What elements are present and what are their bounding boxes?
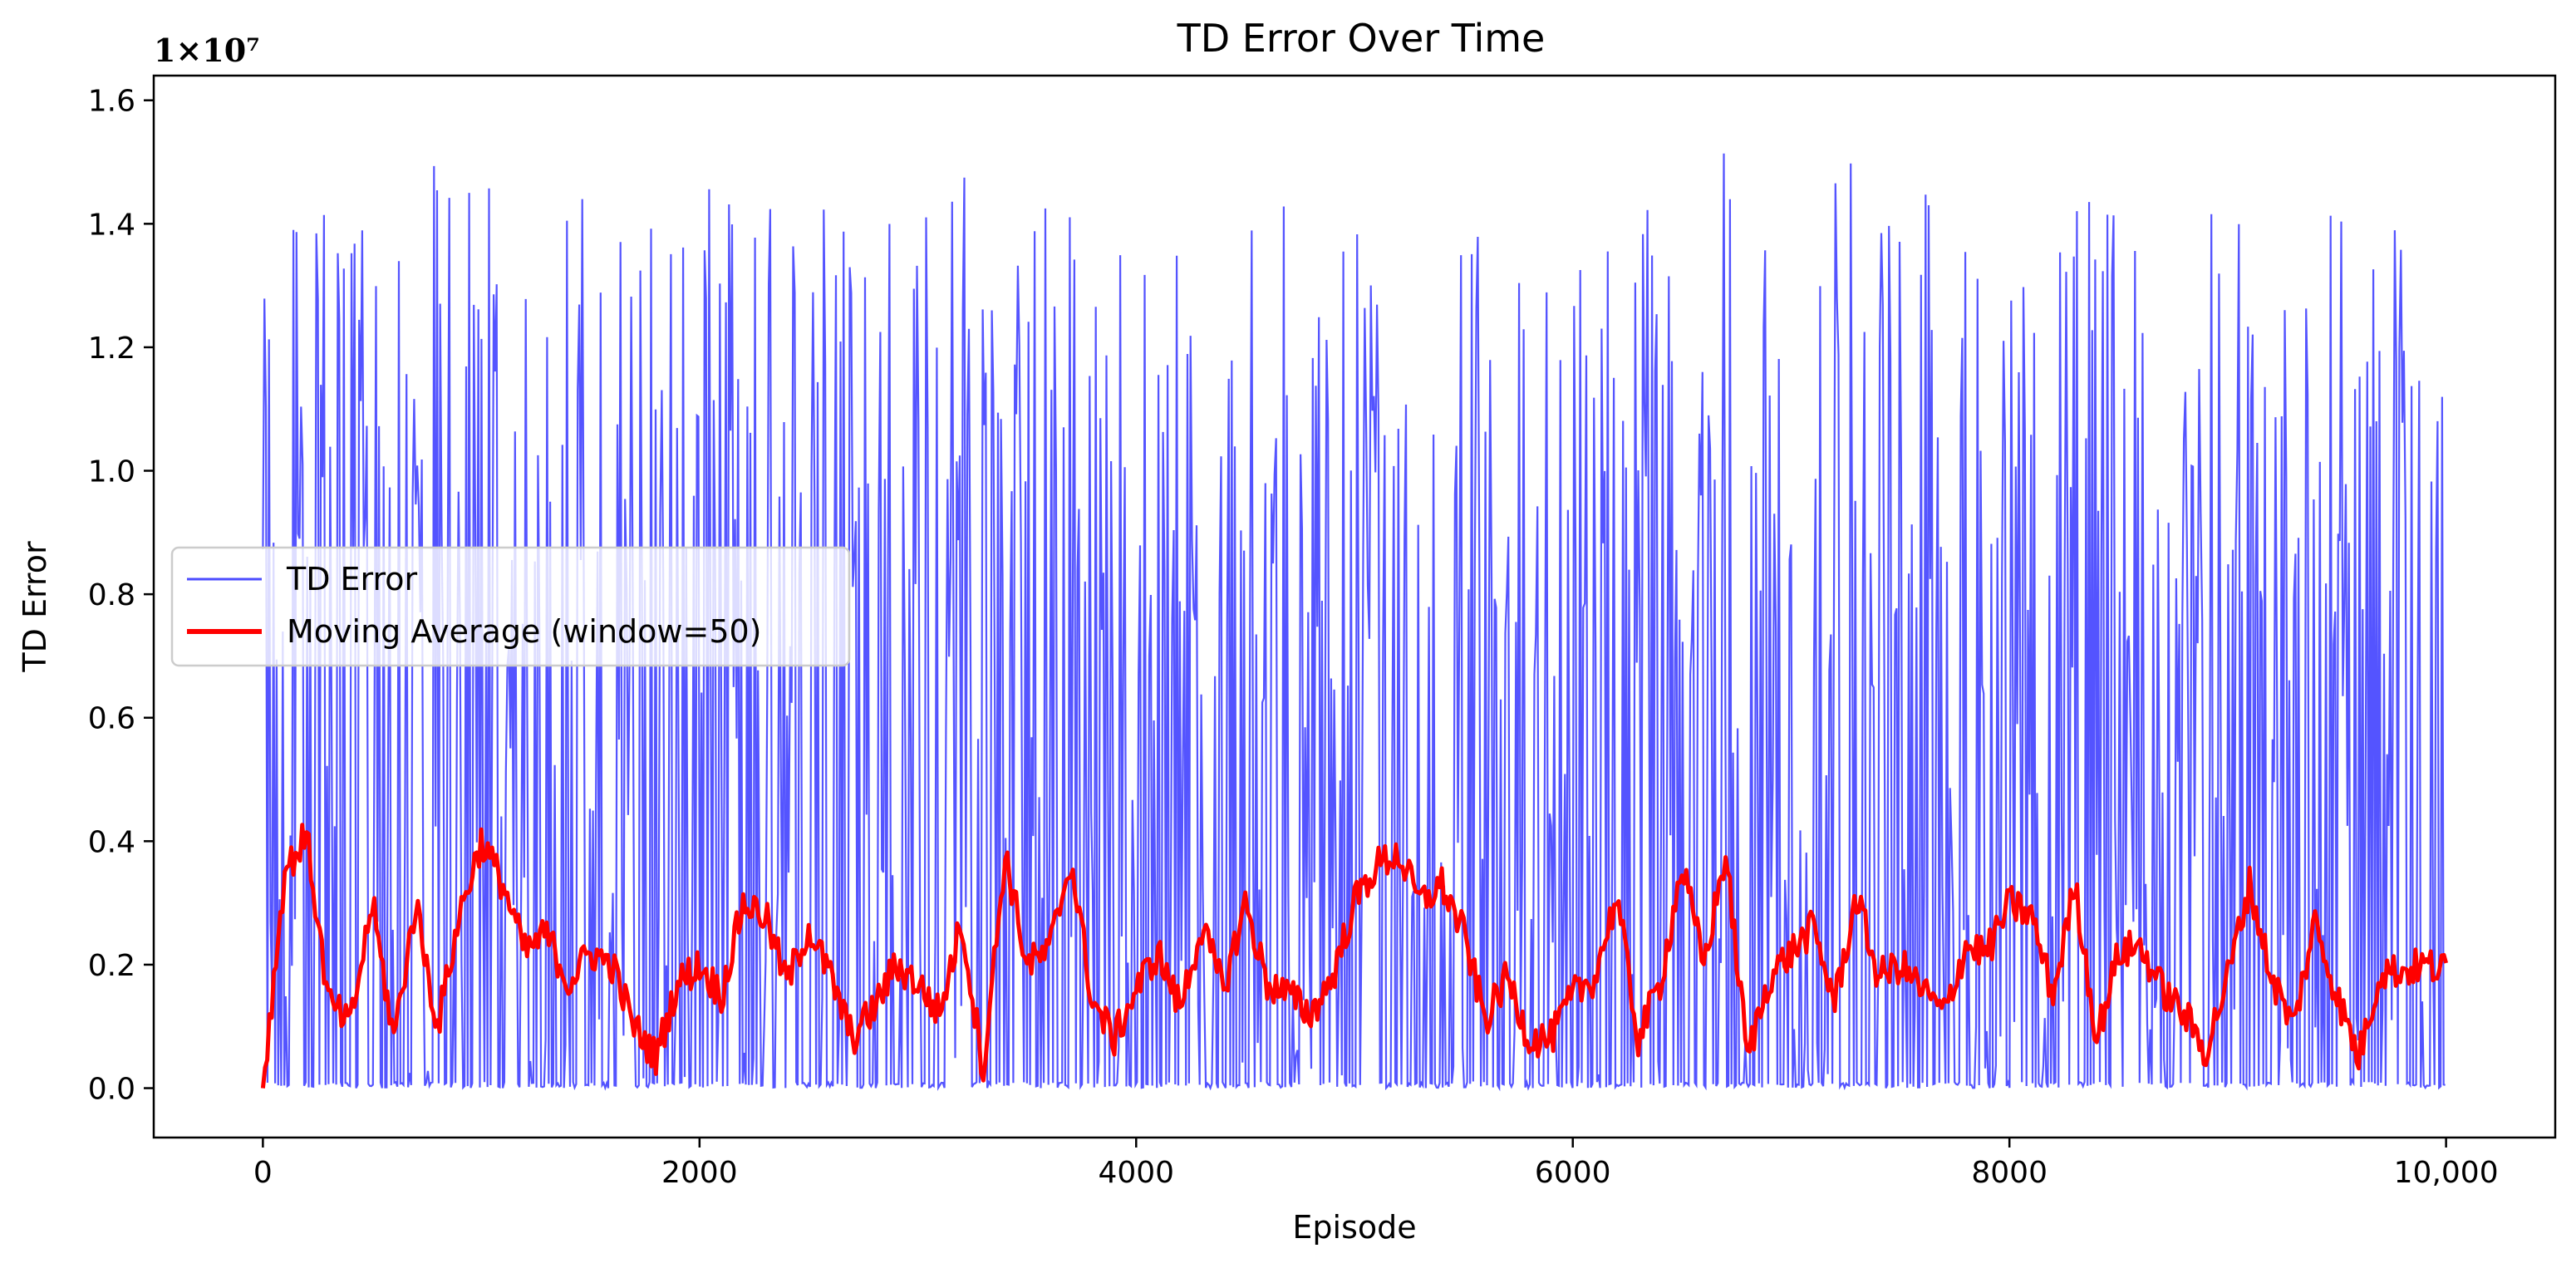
y-tick-label: 0.8 [88, 578, 135, 612]
legend-label-td-error: TD Error [286, 561, 418, 597]
x-axis-title: Episode [1292, 1209, 1416, 1246]
y-tick-label: 0.0 [88, 1073, 135, 1107]
x-tick-label: 2000 [661, 1156, 738, 1190]
y-tick-label: 1.4 [88, 208, 135, 242]
y-tick-label: 0.4 [88, 825, 135, 859]
legend-box [170, 546, 851, 667]
legend-label-moving-average: Moving Average (window=50) [287, 613, 762, 650]
x-tick-label: 6000 [1535, 1156, 1611, 1190]
y-tick-label: 1.2 [88, 332, 135, 366]
x-tick-label: 4000 [1098, 1156, 1174, 1190]
x-tick-label: 10,000 [2394, 1156, 2499, 1190]
x-tick-label: 8000 [1971, 1156, 2048, 1190]
y-axis: 0.0 0.2 0.4 0.6 0.8 1.0 1.2 1.4 1.6 [88, 85, 154, 1107]
legend: TD Error Moving Average (window=50) [170, 546, 851, 667]
series-line-moving-average [260, 823, 2449, 1089]
y-tick-label: 0.2 [88, 949, 135, 983]
chart-title: TD Error Over Time [1177, 16, 1546, 61]
y-tick-label: 1.0 [88, 455, 135, 489]
y-offset-label: 1×10⁷ [154, 32, 260, 69]
plot-frame [152, 74, 2557, 1139]
y-axis-title: TD Error [17, 541, 53, 673]
y-tick-label: 1.6 [88, 85, 135, 119]
x-tick-label: 0 [253, 1156, 273, 1190]
y-tick-label: 0.6 [88, 702, 135, 736]
x-axis: 0 2000 4000 6000 8000 10,000 [253, 1138, 2499, 1190]
